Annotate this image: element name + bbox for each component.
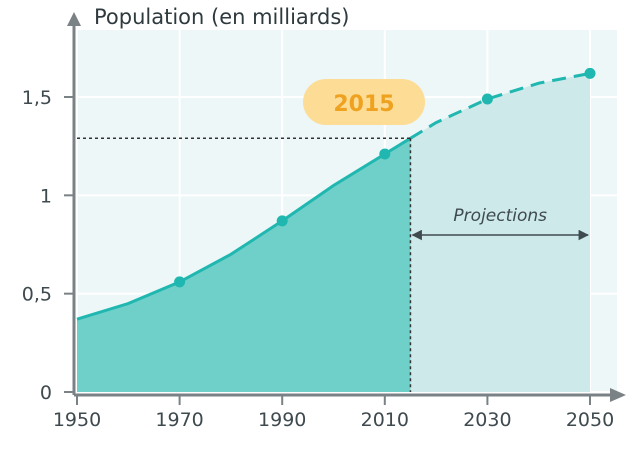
data-point [481,93,493,105]
data-point [276,215,288,227]
projection-label: Projections [453,206,547,226]
chart-title: Population (en milliards) [94,5,350,29]
axis-ticks: 1950 1970 1990 2010 2030 2050 0 0,5 1 1,5 [22,87,614,431]
x-tick-label: 2010 [361,409,409,431]
x-axis-arrow [610,388,626,402]
x-tick-label: 1970 [155,409,203,431]
projected-line [409,71,591,140]
x-tick-label: 1950 [53,409,101,431]
y-tick-label: 0,5 [22,284,52,306]
y-tick-label: 0 [40,382,52,404]
y-tick-label: 1,5 [22,87,52,109]
y-tick-label: 1 [40,185,52,207]
year-badge [303,79,425,125]
x-tick-label: 2030 [463,409,511,431]
x-tick-label: 1990 [258,409,306,431]
y-axis-arrow [67,12,81,26]
observed-area [77,138,411,392]
x-tick-label: 2050 [566,409,614,431]
data-point [584,67,596,79]
data-point [379,148,391,160]
observed-line [76,137,412,321]
data-markers [174,67,596,288]
year-badge-label: 2015 [333,92,394,117]
data-point [174,276,186,288]
